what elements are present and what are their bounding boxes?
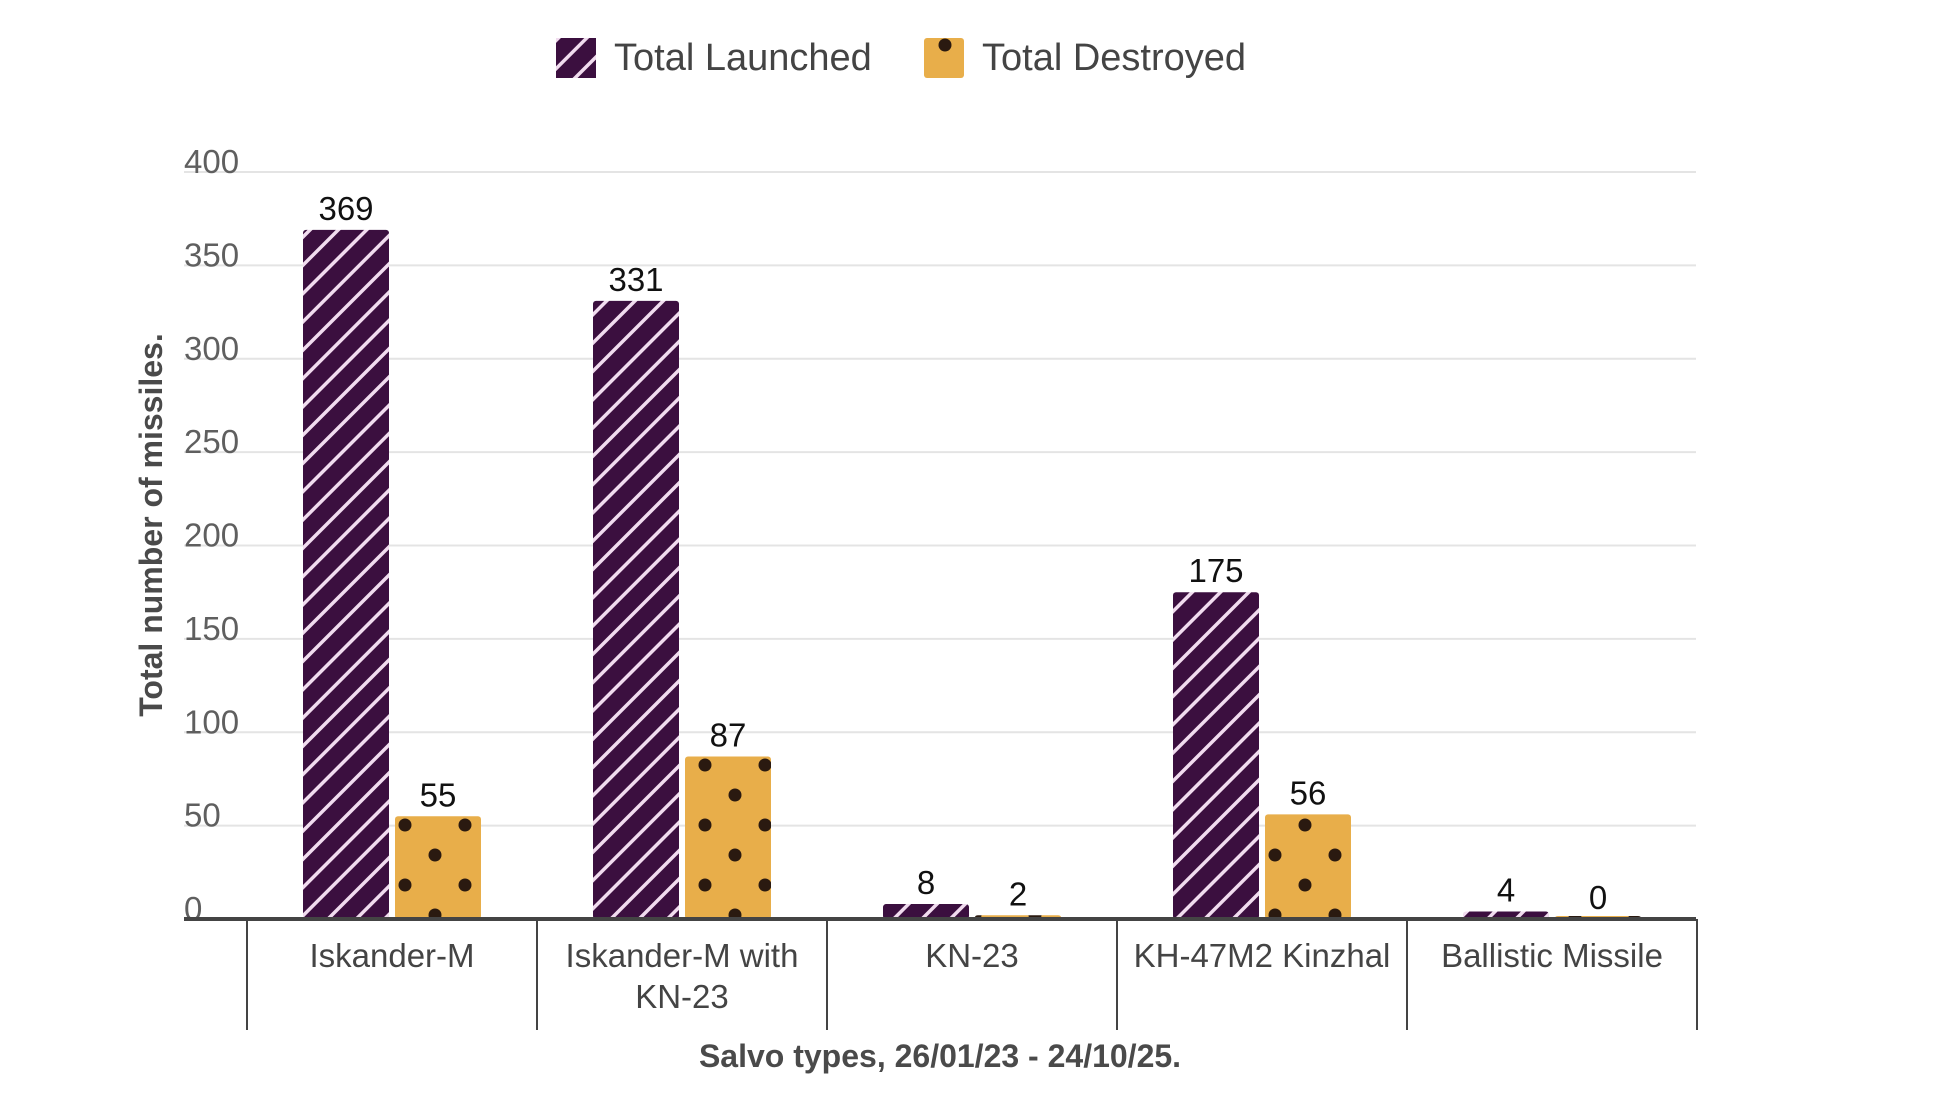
data-label: 8 (917, 864, 935, 901)
bar-destroyed[interactable] (685, 756, 771, 919)
x-category-label: KN-23 (635, 978, 729, 1015)
data-label: 175 (1188, 552, 1243, 589)
data-label: 369 (318, 190, 373, 227)
x-category-label: KN-23 (925, 937, 1019, 974)
bar-destroyed[interactable] (395, 816, 481, 919)
legend-swatch-destroyed (924, 38, 964, 78)
y-axis-ticks: 0 50 100 150 200 250 300 350 400 (184, 143, 239, 927)
gridlines (184, 171, 1696, 827)
bar-launched[interactable] (883, 904, 969, 919)
y-tick-label: 150 (184, 610, 239, 647)
data-label: 2 (1009, 875, 1027, 912)
x-category-label: KH-47M2 Kinzhal (1134, 937, 1391, 974)
bar-launched[interactable] (303, 229, 389, 919)
x-axis-category-labels: Iskander-M Iskander-M with KN-23 KN-23 KH-47… (309, 937, 1662, 1015)
y-tick-label: 350 (184, 236, 239, 273)
bars (303, 229, 1641, 919)
data-label: 87 (710, 717, 747, 754)
x-category-label: Iskander-M (309, 937, 474, 974)
data-label: 331 (608, 261, 663, 298)
y-tick-label: 300 (184, 330, 239, 367)
legend-label-launched: Total Launched (614, 37, 872, 79)
y-tick-label: 50 (184, 797, 221, 834)
data-labels: 369 55 331 87 8 2 175 56 4 0 (318, 190, 1607, 916)
x-category-label: Iskander-M with (566, 937, 799, 974)
legend: Total Launched Total Destroyed (556, 37, 1246, 79)
legend-swatch-launched (556, 38, 596, 78)
data-label: 0 (1589, 879, 1607, 916)
category-separators (246, 919, 1698, 1030)
data-label: 4 (1497, 872, 1515, 909)
data-label: 56 (1290, 774, 1327, 811)
y-tick-label: 100 (184, 703, 239, 740)
bar-destroyed[interactable] (1265, 814, 1351, 919)
y-tick-label: 400 (184, 143, 239, 180)
bar-launched[interactable] (1173, 592, 1259, 919)
data-label: 55 (420, 776, 457, 813)
y-tick-label: 200 (184, 517, 239, 554)
legend-item-launched[interactable]: Total Launched (556, 37, 872, 79)
legend-item-destroyed[interactable]: Total Destroyed (924, 37, 1246, 79)
x-category-label: Ballistic Missile (1441, 937, 1663, 974)
bar-launched[interactable] (593, 300, 679, 919)
y-axis-title: Total number of missiles. (133, 333, 169, 716)
y-tick-label: 0 (184, 890, 202, 927)
legend-label-destroyed: Total Destroyed (982, 37, 1246, 79)
x-axis-title: Salvo types, 26/01/23 - 24/10/25. (699, 1038, 1181, 1074)
y-tick-label: 250 (184, 423, 239, 460)
